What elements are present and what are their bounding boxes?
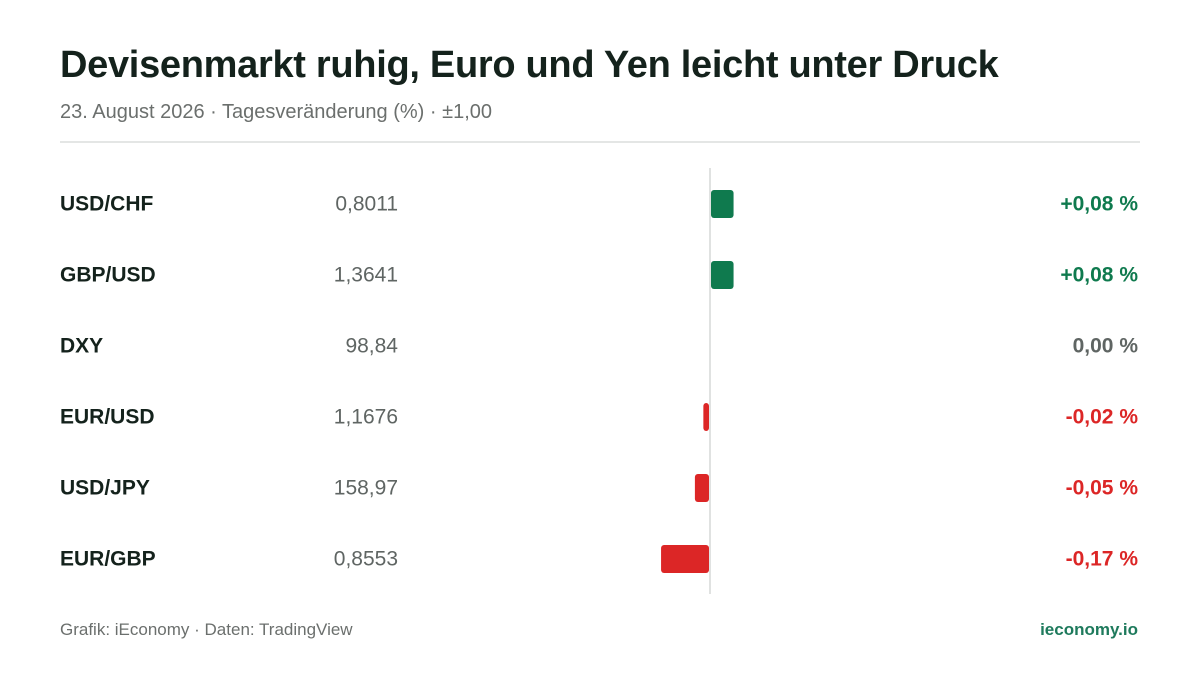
chart-subtitle: 23. August 2026 · Tagesveränderung (%) ·…	[60, 101, 492, 123]
change-value-label: -0,02 %	[1066, 406, 1139, 429]
header-divider	[60, 141, 1140, 143]
price-value: 1,3641	[334, 264, 398, 287]
change-bar	[711, 190, 734, 218]
price-value: 98,84	[345, 335, 398, 358]
pair-label: EUR/USD	[60, 406, 155, 429]
price-value: 0,8011	[335, 193, 398, 216]
change-bar	[703, 403, 709, 431]
pair-label: USD/CHF	[60, 193, 154, 216]
pair-label: GBP/USD	[60, 264, 156, 287]
pair-label: DXY	[60, 335, 103, 358]
pair-label: USD/JPY	[60, 477, 150, 500]
pair-label: EUR/GBP	[60, 548, 156, 571]
change-bar	[694, 474, 709, 502]
change-value-label: -0,05 %	[1066, 477, 1139, 500]
source-credit: Grafik: iEconomy · Daten: TradingView	[60, 620, 353, 639]
change-value-label: +0,08 %	[1060, 193, 1138, 216]
change-value-label: +0,08 %	[1060, 264, 1138, 287]
chart-title: Devisenmarkt ruhig, Euro und Yen leicht …	[60, 44, 999, 86]
change-value-label: -0,17 %	[1066, 548, 1139, 571]
price-value: 1,1676	[334, 406, 398, 429]
change-bar	[711, 261, 734, 289]
price-value: 0,8553	[334, 548, 398, 571]
brand-link[interactable]: ieconomy.io	[1040, 620, 1138, 639]
change-value-label: 0,00 %	[1073, 335, 1139, 358]
change-bar	[661, 545, 709, 573]
price-value: 158,97	[334, 477, 398, 500]
